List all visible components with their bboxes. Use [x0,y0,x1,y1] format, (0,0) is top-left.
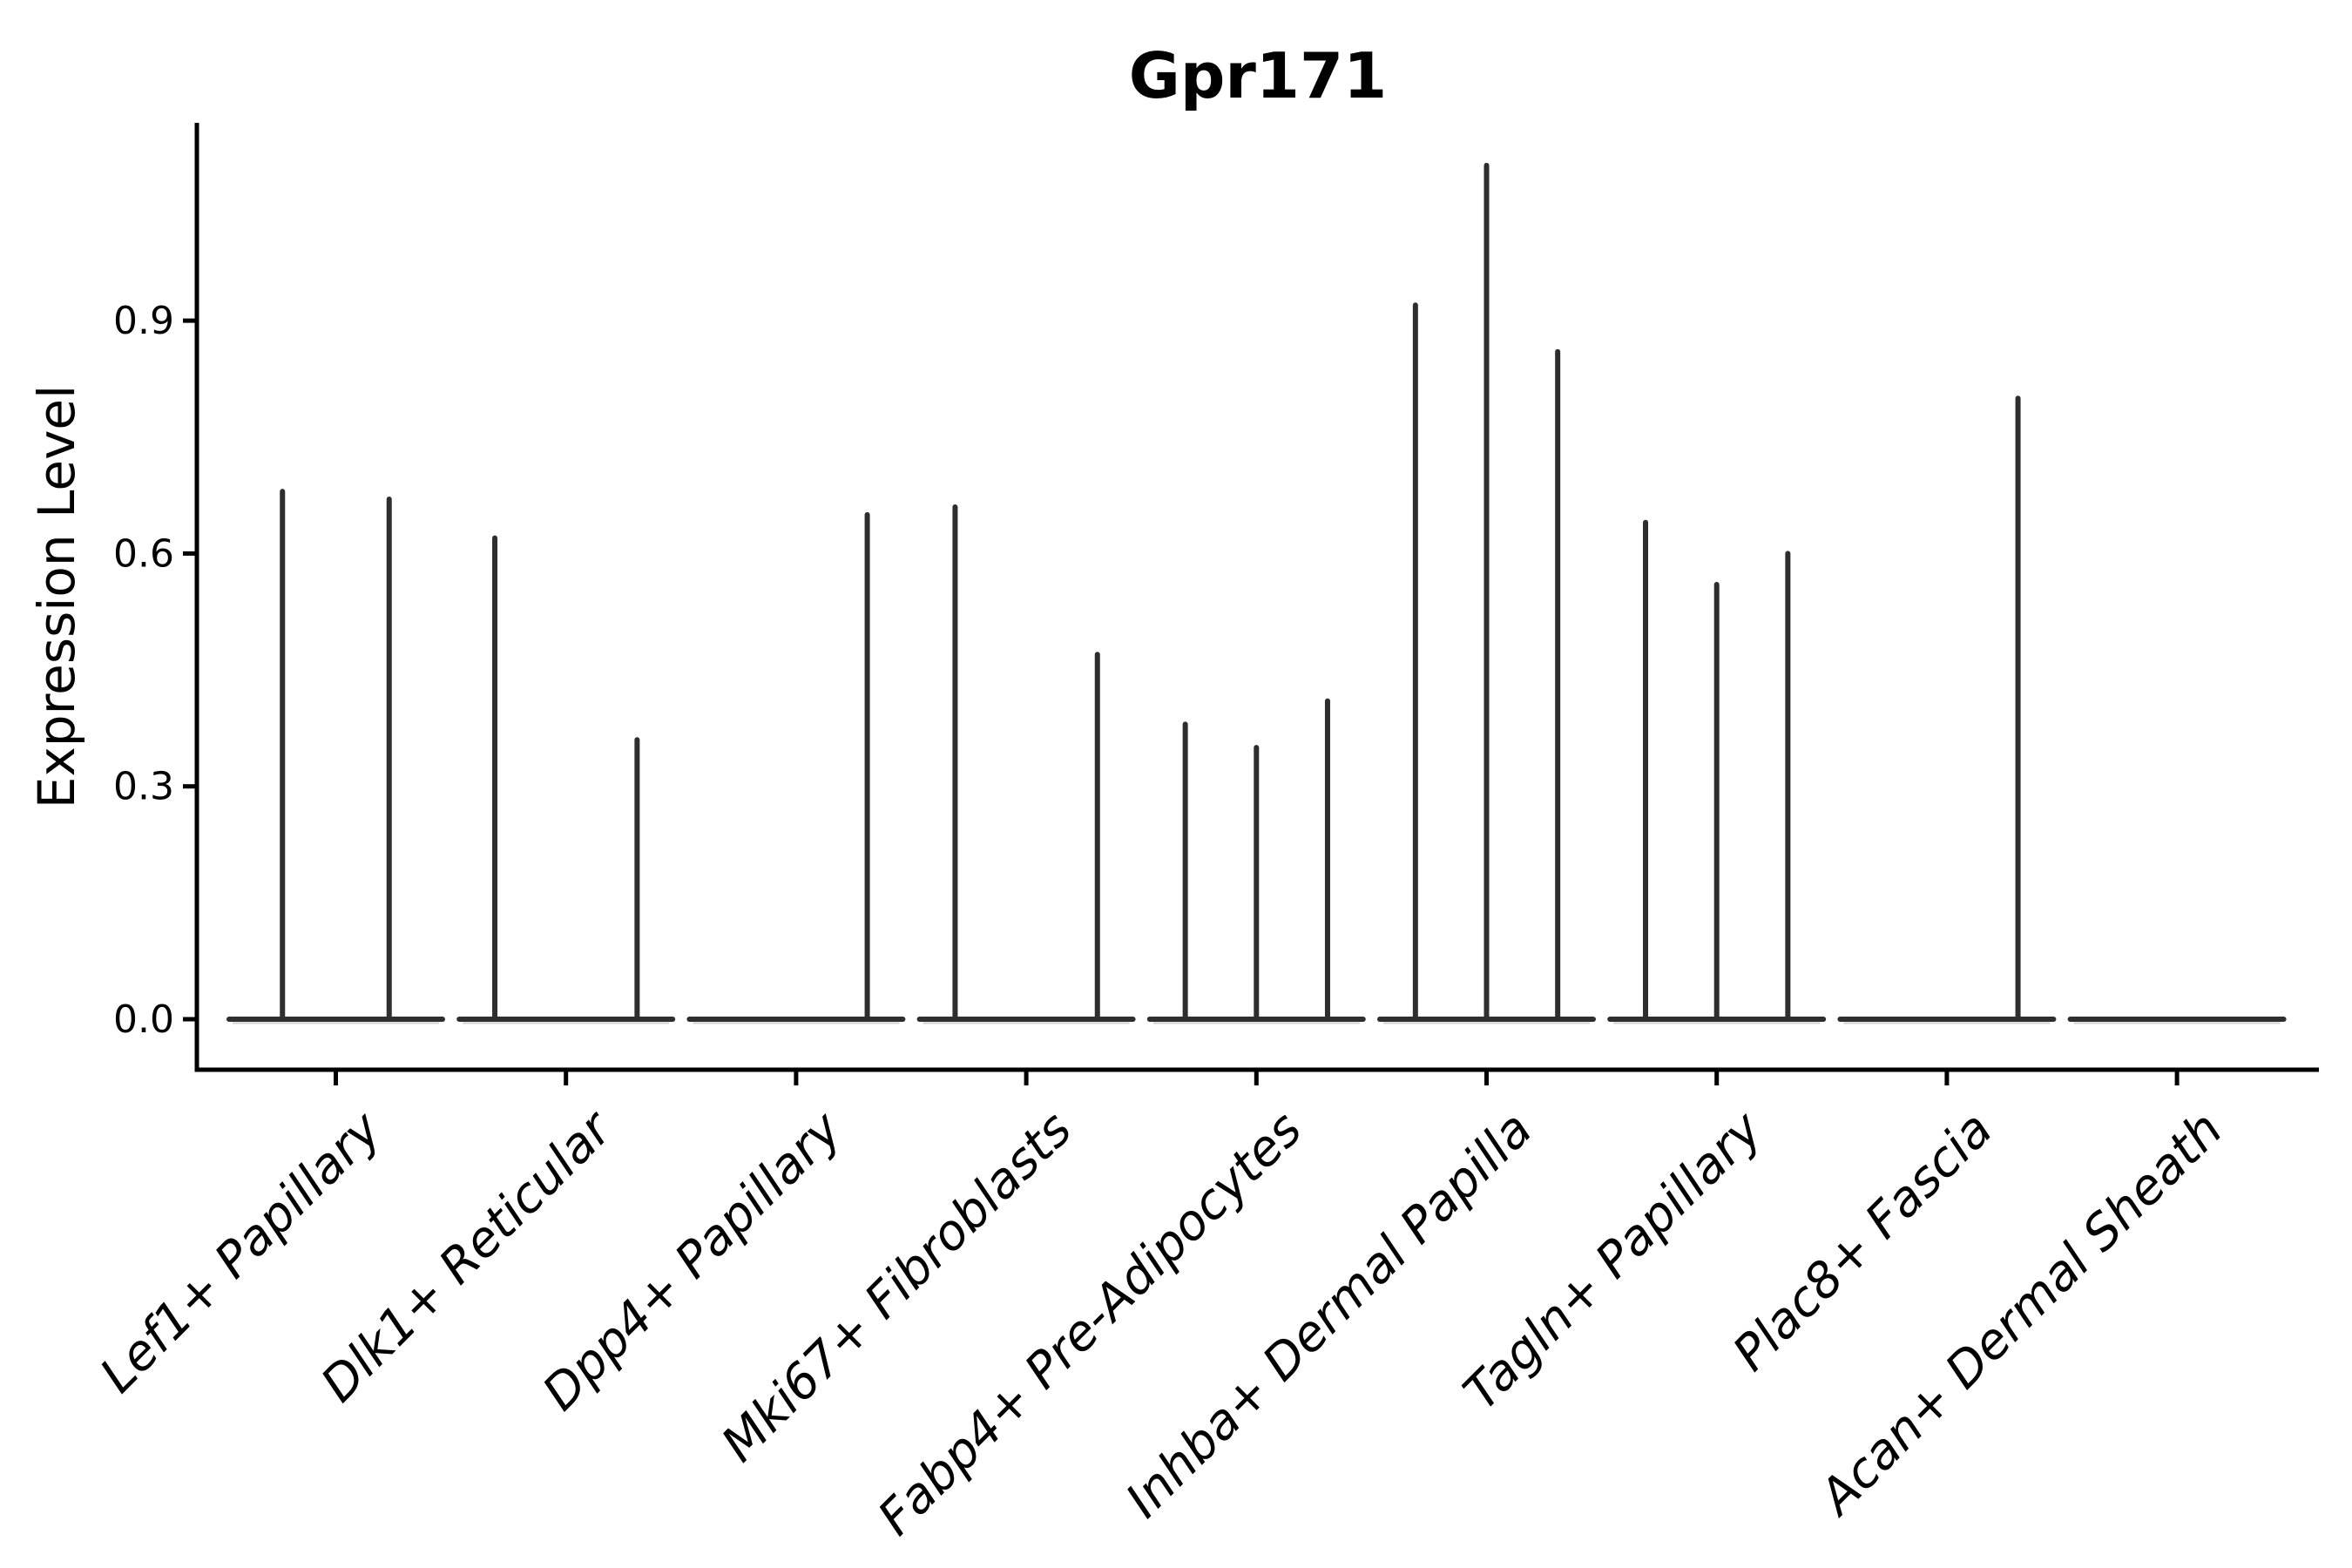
y-tick-label: 0.0 [113,997,174,1042]
x-tick-label: Inhba+ Dermal Papilla [1115,1101,1543,1529]
y-tick-label: 0.3 [113,765,174,809]
violin-group [1607,519,1827,1024]
y-tick-label: 0.6 [113,531,174,576]
violin-group [226,489,445,1024]
x-tick-label: Acan+ Dermal Sheath [1808,1101,2234,1527]
y-axis-ticks: 0.0 0.3 0.6 0.9 [113,299,197,1042]
violin-group [2067,1017,2287,1024]
violin-group [686,511,906,1024]
chart-title: Gpr171 [1129,39,1387,112]
y-tick-label: 0.9 [113,299,174,343]
violin-group [1146,698,1366,1024]
violin-group [1377,162,1596,1024]
violin-group [916,504,1136,1024]
x-tick-label: Fabp4+ Pre-Adipocytes [868,1101,1313,1546]
y-axis-label: Expression Level [27,385,86,808]
violins [226,162,2287,1024]
violin-group [1837,395,2057,1024]
violin-group [456,535,676,1024]
